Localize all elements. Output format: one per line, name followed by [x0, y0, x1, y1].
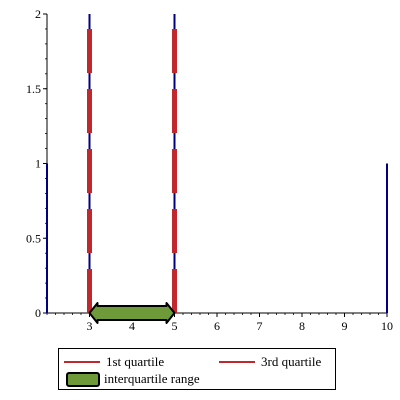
- iqr-arrow: [88, 302, 176, 324]
- legend-label-3rd-quartile: 3rd quartile: [261, 354, 322, 369]
- legend-item-1st-quartile: 1st quartile: [64, 354, 164, 370]
- x-tick-label: 6: [214, 319, 220, 333]
- chart-area: 0 0.5 1 1.5 2 3 4 5 6 7 8 9 10: [26, 7, 393, 333]
- y-tick-label: 0.5: [26, 231, 41, 245]
- x-tick-label: 9: [342, 319, 348, 333]
- legend-swatch-3rd-quartile: [219, 361, 255, 363]
- axes: [43, 13, 388, 317]
- y-tick-label: 1: [35, 157, 41, 171]
- legend-swatch-1st-quartile: [64, 361, 100, 363]
- legend-item-iqr: interquartile range: [64, 371, 200, 387]
- y-tick-label: 1.5: [26, 82, 41, 96]
- x-tick-label: 8: [299, 319, 305, 333]
- x-tick-label: 7: [257, 319, 263, 333]
- x-tick-label: 4: [129, 319, 135, 333]
- legend-swatch-iqr: [66, 371, 100, 387]
- legend-label-iqr: interquartile range: [104, 371, 200, 386]
- tick-labels: 0 0.5 1 1.5 2 3 4 5 6 7 8 9 10: [26, 7, 393, 333]
- y-tick-label: 2: [35, 7, 41, 21]
- legend-item-3rd-quartile: 3rd quartile: [219, 354, 321, 370]
- legend-label-1st-quartile: 1st quartile: [106, 354, 165, 369]
- y-tick-label: 0: [35, 306, 41, 320]
- legend: 1st quartile 3rd quartile interquartile …: [58, 348, 336, 390]
- quartile-lines: [87, 14, 177, 313]
- x-tick-label: 10: [381, 319, 393, 333]
- x-tick-label: 3: [87, 319, 93, 333]
- x-tick-label: 5: [172, 319, 178, 333]
- iqr-double-arrow: [88, 302, 176, 324]
- data-lines: [46, 14, 388, 313]
